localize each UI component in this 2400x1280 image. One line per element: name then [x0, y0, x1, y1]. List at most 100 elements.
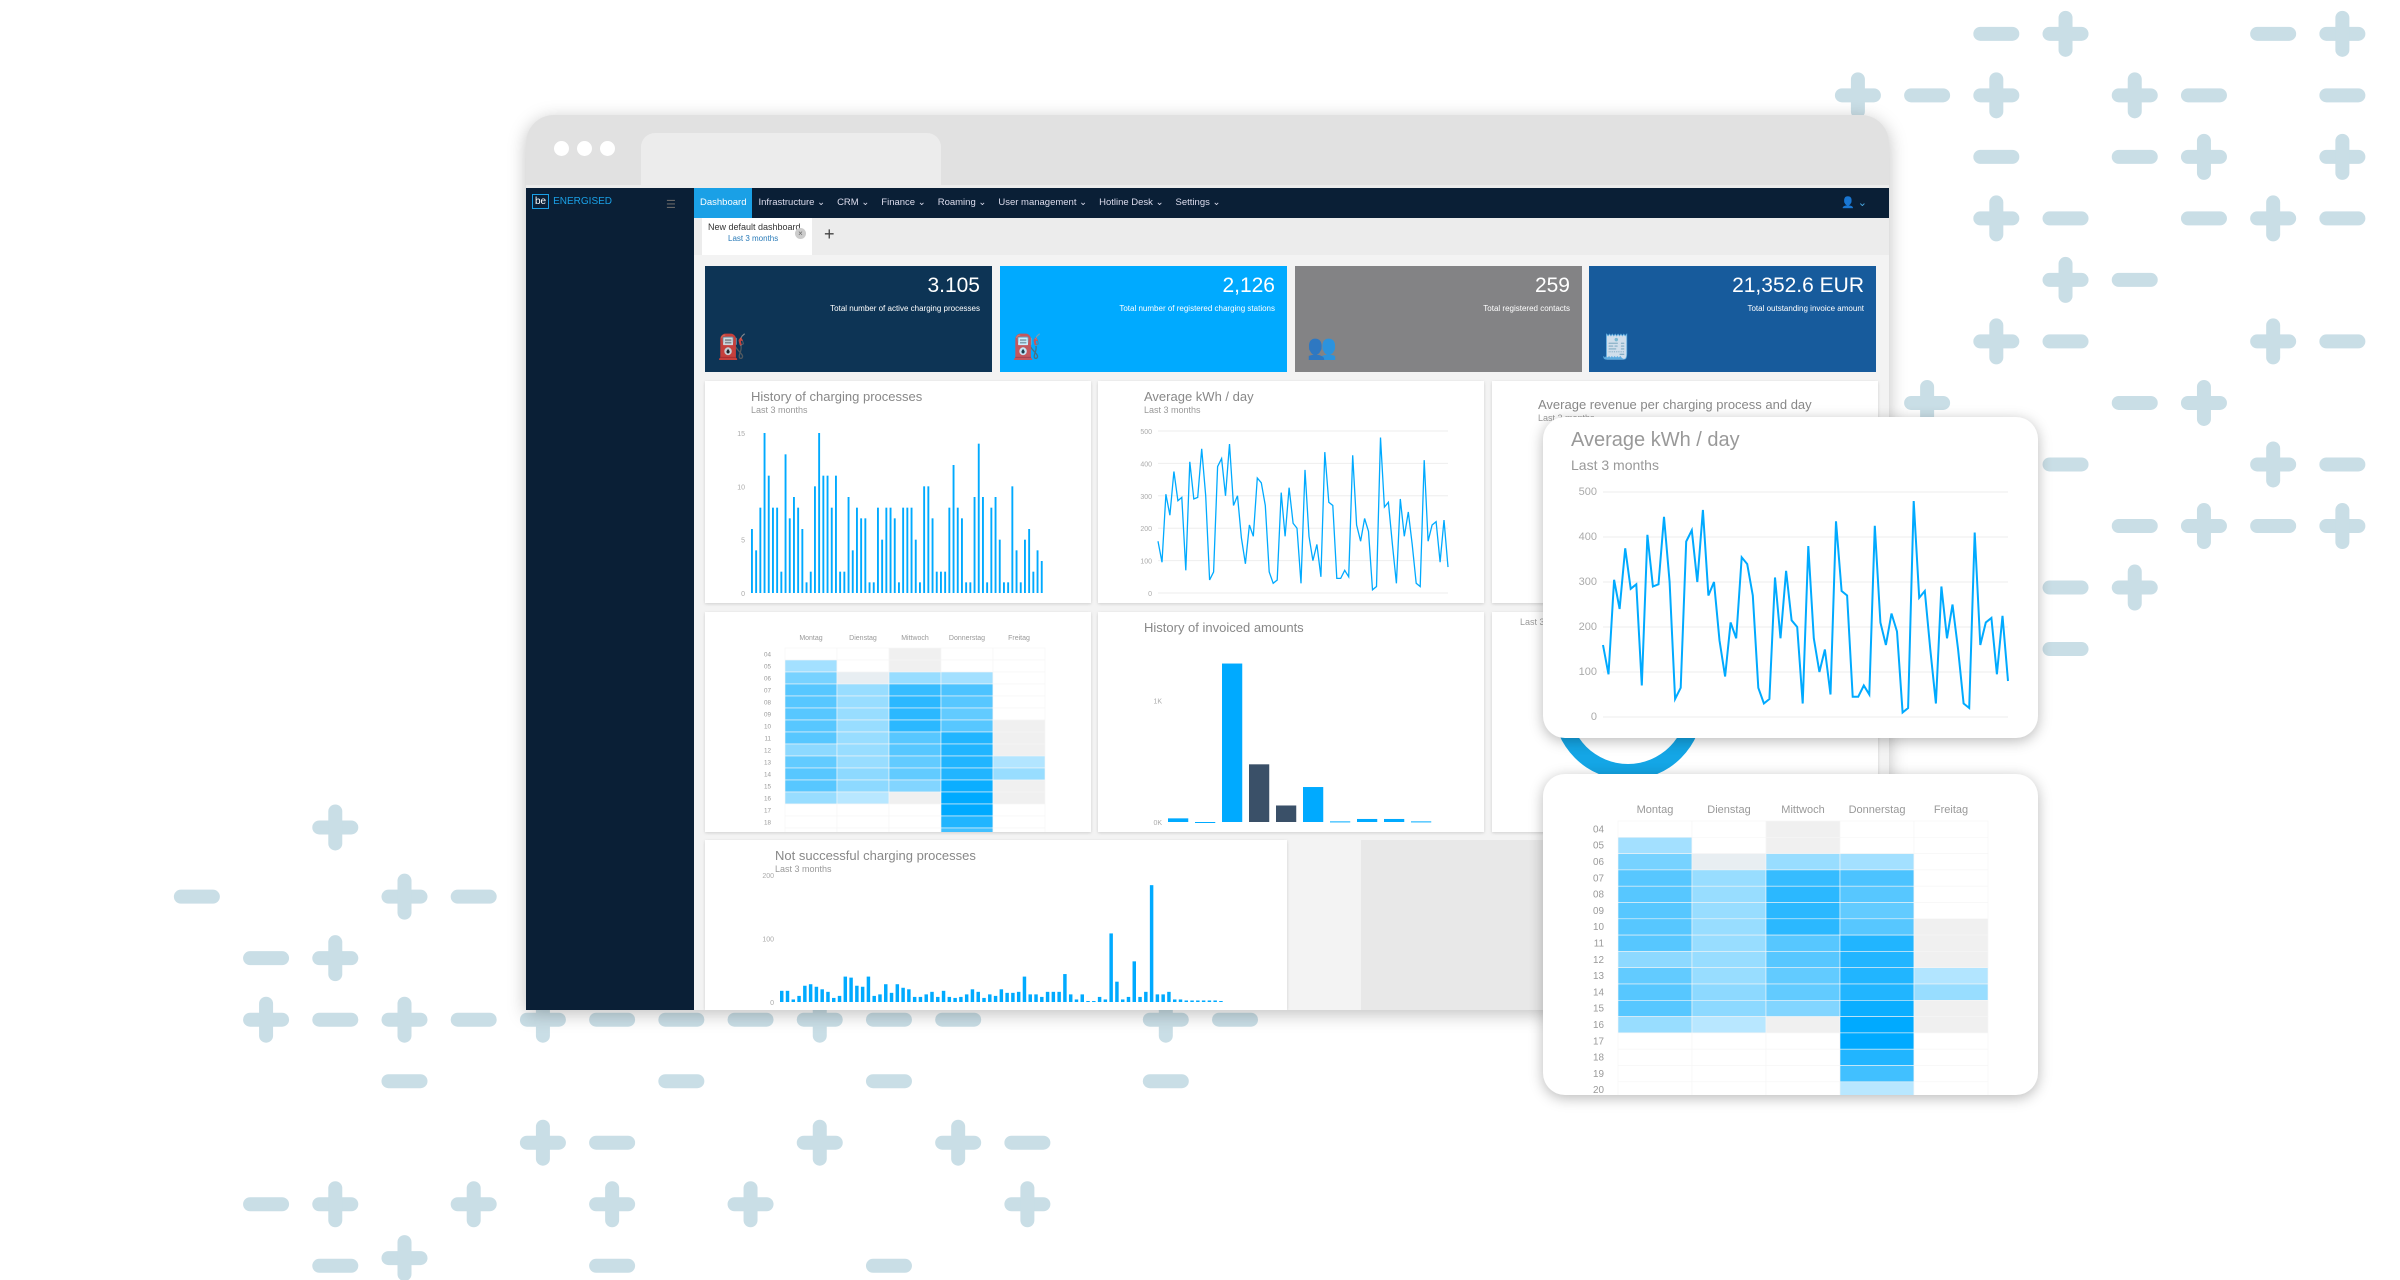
- heatmap-cell: [1913, 1048, 1989, 1066]
- browser-tab[interactable]: [641, 133, 941, 185]
- bar: [1011, 992, 1015, 1002]
- hamburger-icon[interactable]: ☰: [666, 199, 676, 211]
- y-tick-label: 15: [737, 431, 745, 438]
- y-tick-label: 100: [1140, 559, 1152, 566]
- overlay-card-heatmap[interactable]: Montag Dienstag Mittwoch Donnerstag Freitag 0…: [1543, 774, 2038, 1095]
- minus-icon: [2042, 211, 2089, 226]
- nav-item[interactable]: Dashboard: [694, 188, 753, 218]
- card-invoiced-amounts[interactable]: 0K 1K History of invoiced amounts: [1098, 612, 1484, 832]
- kpi-tile[interactable]: 2,126 Total number of registered charging…: [1000, 266, 1287, 372]
- heatmap-cell: [1839, 1000, 1915, 1017]
- y-tick-label: 200: [1579, 621, 1597, 633]
- bar: [1126, 996, 1131, 1002]
- minus-icon: [2180, 211, 2227, 226]
- plus-icon: [2180, 133, 2227, 180]
- minus-icon: [312, 1258, 359, 1273]
- bar: [814, 486, 816, 593]
- heatmap-cell: [784, 803, 838, 817]
- close-icon[interactable]: ×: [795, 228, 806, 239]
- heatmap-cell: [836, 695, 890, 709]
- card-failed-charging[interactable]: 0 100 200 Not successful charging processe…: [705, 840, 1287, 1010]
- plus-bar: [1989, 72, 2004, 119]
- plus-icon: [1004, 1181, 1051, 1228]
- card-heatmap[interactable]: Montag Dienstag Mittwoch Donnerstag Freitag 0…: [705, 612, 1091, 832]
- tab-new-default-dashboard[interactable]: New default dashboard Last 3 months ×: [702, 218, 812, 255]
- heatmap-cell: [1617, 836, 1693, 854]
- bar: [923, 486, 926, 593]
- card-subtitle: Last 3 months: [775, 864, 832, 874]
- kpi-tile[interactable]: 259 Total registered contacts 👥: [1295, 266, 1582, 372]
- bar: [843, 571, 846, 593]
- card-average-kwh[interactable]: 0 100 200 300 400 500 Average kWh / day Last …: [1098, 381, 1484, 603]
- contacts-icon: 👥: [1307, 334, 1337, 361]
- heatmap-cell: [888, 803, 942, 817]
- nav-item[interactable]: Roaming ⌄: [937, 197, 987, 208]
- column-label: Freitag: [1934, 804, 1968, 816]
- plus-bar: [328, 1181, 343, 1228]
- heatmap-cell: [784, 683, 838, 697]
- bar: [914, 539, 917, 593]
- y-tick-label: 0: [741, 591, 745, 598]
- bar: [759, 507, 762, 593]
- heatmap-cell: [1839, 951, 1915, 968]
- minus-icon: [450, 889, 497, 904]
- heatmap-cell: [1839, 853, 1915, 871]
- heatmap-cell: [1839, 1016, 1915, 1034]
- overlay-card-average-kwh[interactable]: 0 100 200 300 400 500 Average kWh / day Last …: [1543, 417, 2038, 738]
- bar: [1138, 996, 1142, 1002]
- nav-item[interactable]: Finance ⌄: [881, 197, 926, 208]
- bar: [797, 507, 800, 593]
- row-label: 18: [1593, 1053, 1604, 1064]
- kpi-tile[interactable]: 21,352.6 EUR Total outstanding invoice am…: [1589, 266, 1876, 372]
- bar: [1028, 994, 1032, 1002]
- plus-icon: [2250, 441, 2297, 488]
- logo[interactable]: be ENERGISED: [532, 194, 612, 209]
- bar: [1149, 885, 1154, 1002]
- minus-icon: [2250, 518, 2297, 533]
- plus-bar: [2196, 133, 2211, 180]
- minus-icon: [2111, 149, 2158, 164]
- bar: [1213, 1000, 1217, 1002]
- heatmap-cell: [992, 731, 1046, 745]
- y-tick-label: 300: [1140, 494, 1152, 501]
- heatmap-cell: [1765, 869, 1841, 887]
- bar: [1276, 805, 1297, 822]
- column-label: Donnerstag: [1849, 804, 1906, 816]
- bar: [918, 996, 923, 1002]
- card-history-charging[interactable]: 0 5 10 15 History of charging processes Las…: [705, 381, 1091, 603]
- minus-icon: [865, 1074, 912, 1089]
- nav-item[interactable]: CRM ⌄: [837, 197, 870, 208]
- heatmap-cell: [784, 671, 838, 685]
- add-tab-button[interactable]: +: [824, 224, 835, 244]
- bar: [919, 582, 921, 593]
- minus-icon: [1973, 149, 2020, 164]
- bar: [1068, 994, 1073, 1002]
- kpi-tile[interactable]: 3.105 Total number of active charging pro…: [705, 266, 992, 372]
- plus-bar: [2058, 10, 2073, 57]
- nav-item[interactable]: Hotline Desk ⌄: [1099, 197, 1164, 208]
- plus-bar: [2266, 441, 2281, 488]
- minus-icon: [243, 951, 290, 966]
- bar: [780, 571, 783, 593]
- bar: [866, 976, 871, 1002]
- bar: [1384, 818, 1405, 822]
- bar: [826, 991, 830, 1002]
- heatmap-cell: [888, 815, 942, 829]
- nav-item[interactable]: Settings ⌄: [1175, 197, 1221, 208]
- nav-item[interactable]: User management ⌄: [998, 197, 1088, 208]
- minus-icon: [2250, 26, 2297, 41]
- heatmap-cell: [888, 827, 942, 832]
- y-tick-label: 0: [1148, 591, 1152, 598]
- bar: [1019, 582, 1022, 593]
- heatmap-cell: [940, 671, 994, 685]
- bar: [884, 984, 888, 1002]
- minus-icon: [312, 1012, 359, 1027]
- bar: [772, 507, 774, 593]
- user-icon[interactable]: 👤 ⌄: [1841, 197, 1867, 209]
- bar: [1249, 764, 1270, 822]
- tab-subtitle: Last 3 months: [728, 234, 779, 243]
- column-label: Mittwoch: [901, 635, 929, 642]
- line-series: [1157, 437, 1449, 592]
- bar: [940, 571, 942, 593]
- nav-item[interactable]: Infrastructure ⌄: [758, 197, 826, 208]
